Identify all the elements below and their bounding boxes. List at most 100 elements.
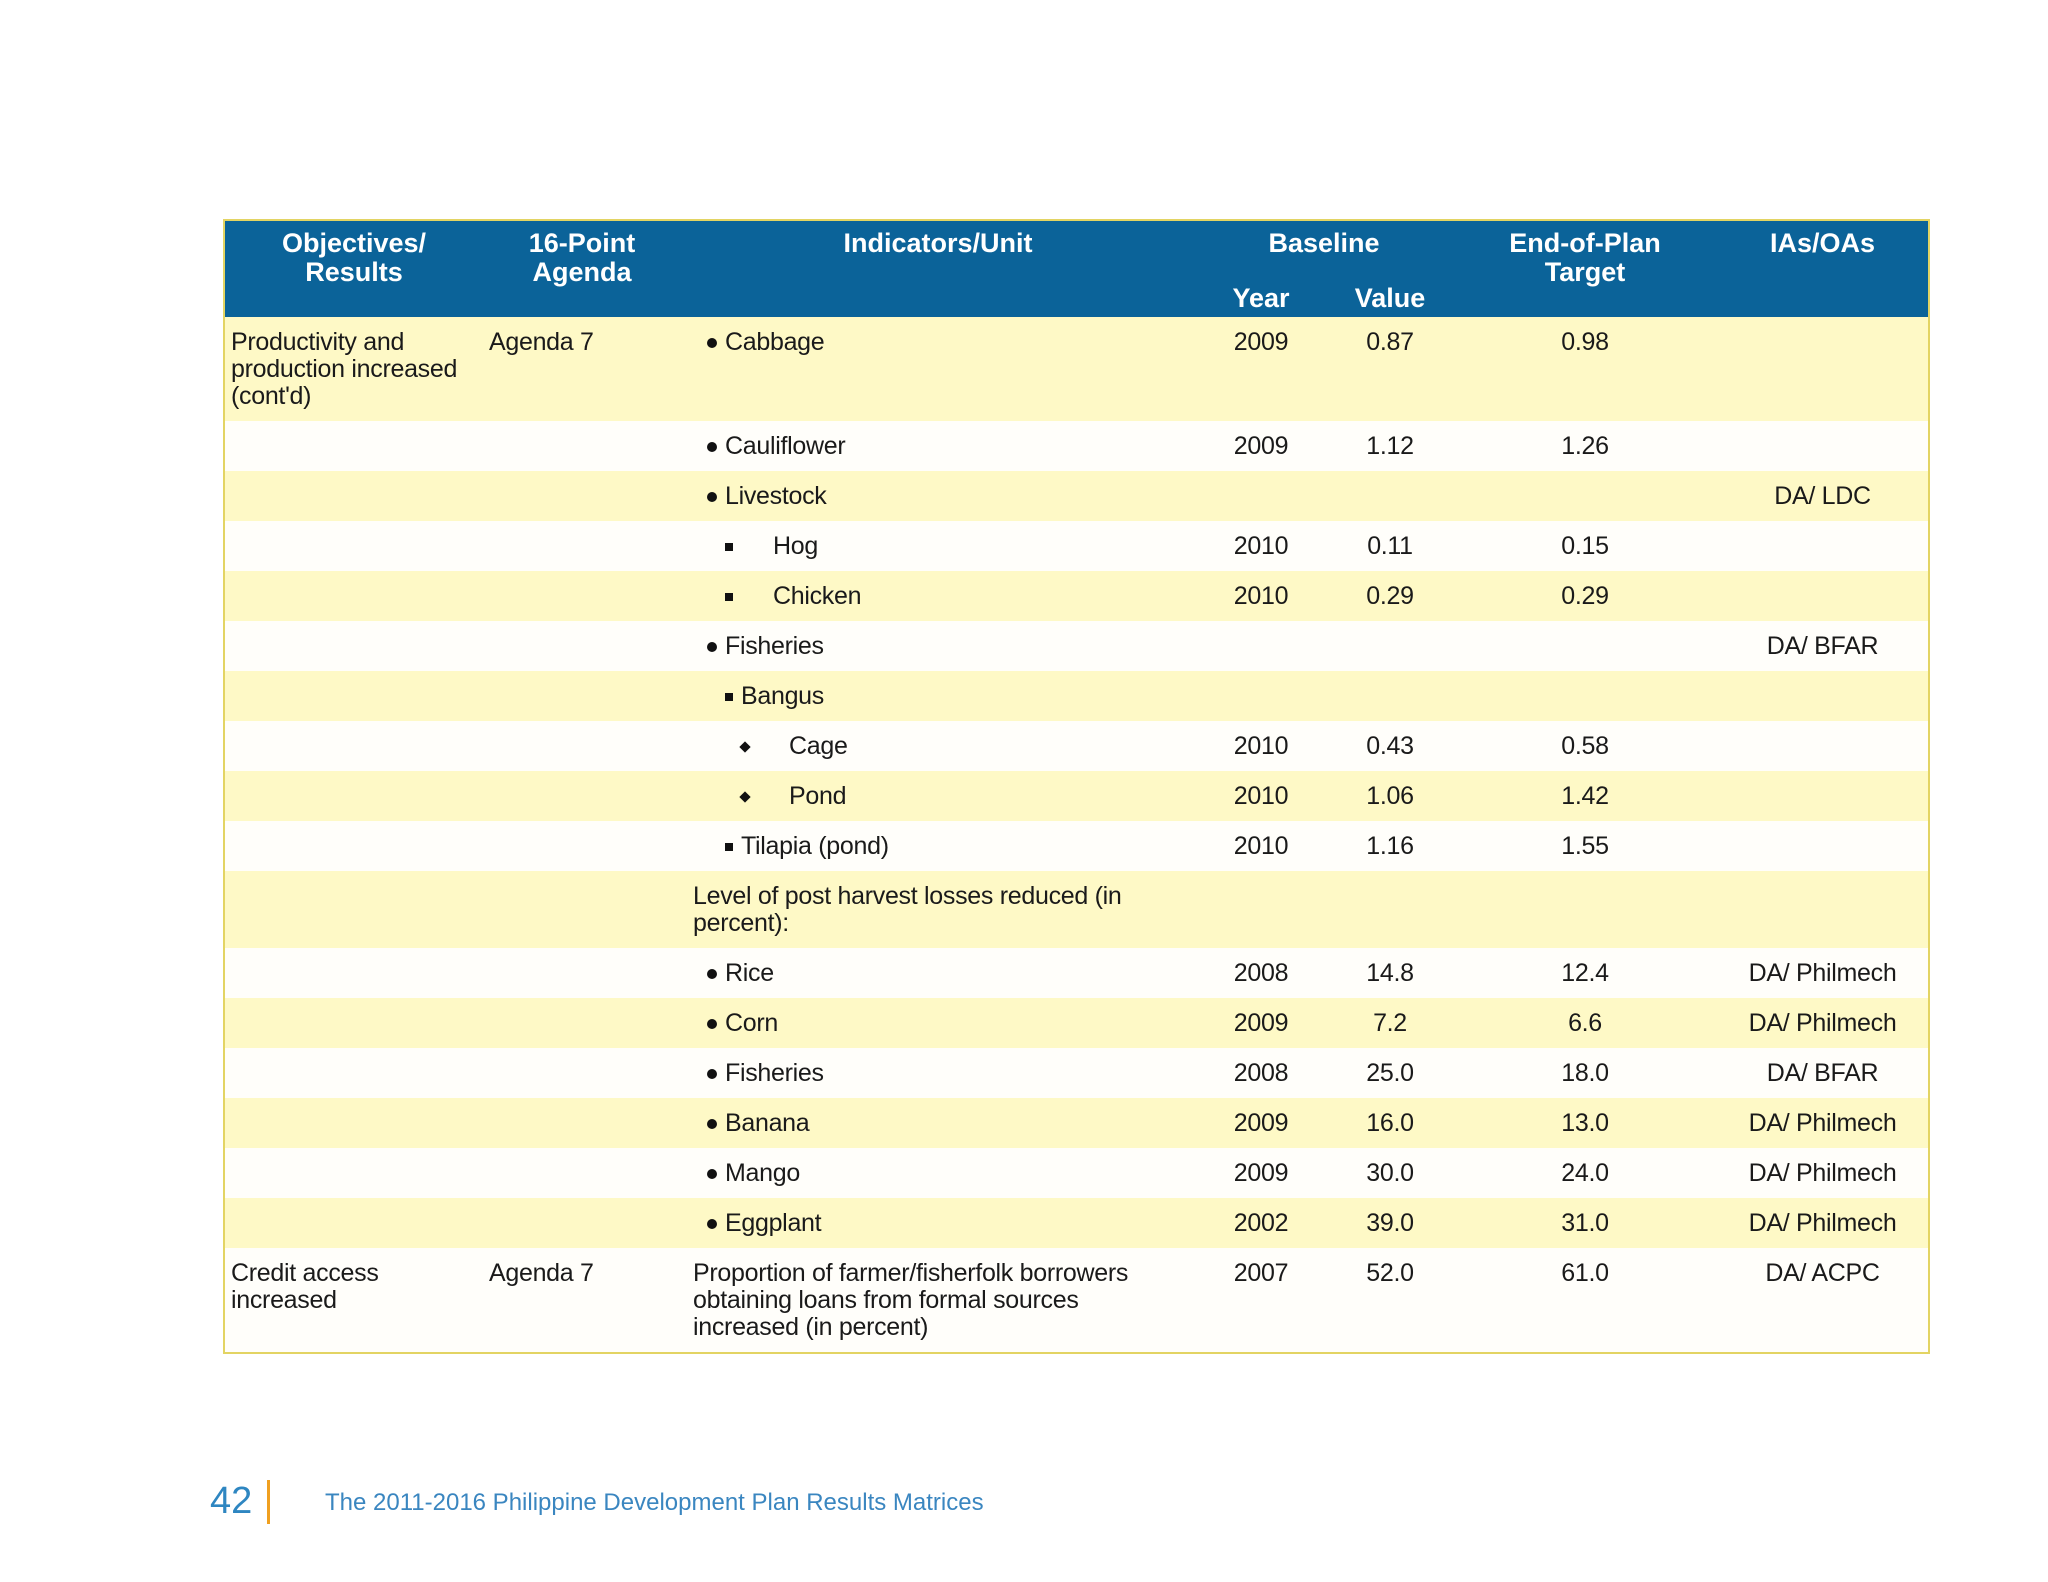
baseline-value-cell	[1327, 621, 1453, 671]
agenda-cell	[483, 871, 681, 948]
agenda-cell	[483, 421, 681, 471]
baseline-value-cell	[1327, 471, 1453, 521]
baseline-value-cell: 1.06	[1327, 771, 1453, 821]
target-cell: 31.0	[1453, 1198, 1717, 1248]
baseline-year-cell: 2002	[1195, 1198, 1327, 1248]
objective-cell	[224, 771, 483, 821]
table-row: Tilapia (pond) 2010 1.16 1.55	[224, 821, 1929, 871]
indicator-cell: Chicken	[681, 571, 1195, 621]
target-cell	[1453, 871, 1717, 948]
baseline-value-cell: 0.11	[1327, 521, 1453, 571]
footer-title: The 2011-2016 Philippine Development Pla…	[325, 1489, 984, 1516]
indicator-text: Fisheries	[725, 1059, 824, 1087]
implementing-agency-cell	[1717, 317, 1929, 421]
target-cell	[1453, 621, 1717, 671]
indicator-text: Rice	[725, 959, 774, 987]
baseline-value-cell	[1327, 671, 1453, 721]
target-cell: 0.29	[1453, 571, 1717, 621]
indicator-cell: Tilapia (pond)	[681, 821, 1195, 871]
bullet	[707, 1019, 717, 1030]
header-cell: Value	[1327, 282, 1453, 317]
indicator-cell: Eggplant	[681, 1198, 1195, 1248]
baseline-year-cell: 2010	[1195, 571, 1327, 621]
implementing-agency-cell: DA/ LDC	[1717, 471, 1929, 521]
bullet	[739, 791, 751, 804]
agenda-cell	[483, 571, 681, 621]
indicator-text: Corn	[725, 1009, 778, 1037]
baseline-year-cell: 2008	[1195, 1048, 1327, 1098]
objective-cell	[224, 621, 483, 671]
indicator-text: Cabbage	[725, 328, 825, 356]
table-row: Hog 2010 0.11 0.15	[224, 521, 1929, 571]
bullet	[707, 1119, 717, 1130]
baseline-value-cell: 52.0	[1327, 1248, 1453, 1353]
indicator-cell: Fisheries	[681, 621, 1195, 671]
indicator-text: Banana	[725, 1109, 810, 1137]
table-row: Eggplant 2002 39.0 31.0 DA/ Philmech	[224, 1198, 1929, 1248]
implementing-agency-cell: DA/ Philmech	[1717, 1148, 1929, 1198]
target-cell: 1.26	[1453, 421, 1717, 471]
indicator-text: Hog	[773, 532, 818, 560]
baseline-year-cell: 2010	[1195, 821, 1327, 871]
indicator-cell: Cauliflower	[681, 421, 1195, 471]
target-cell	[1453, 671, 1717, 721]
indicator-cell: Livestock	[681, 471, 1195, 521]
indicator-text: Level of post harvest losses reduced (in…	[693, 882, 1122, 937]
agenda-cell	[483, 521, 681, 571]
objective-cell	[224, 1148, 483, 1198]
bullet	[725, 543, 733, 552]
baseline-year-cell: 2010	[1195, 521, 1327, 571]
indicator-cell: Proportion of farmer/fisherfolk borrower…	[681, 1248, 1195, 1353]
header-cell: Objectives/ Results	[224, 220, 483, 317]
target-cell	[1453, 471, 1717, 521]
baseline-value-cell: 14.8	[1327, 948, 1453, 998]
bullet	[725, 843, 733, 852]
indicator-cell: Banana	[681, 1098, 1195, 1148]
target-cell: 0.15	[1453, 521, 1717, 571]
indicator-text: Mango	[725, 1159, 800, 1187]
agenda-cell	[483, 771, 681, 821]
implementing-agency-cell	[1717, 871, 1929, 948]
implementing-agency-cell	[1717, 721, 1929, 771]
implementing-agency-cell: DA/ ACPC	[1717, 1248, 1929, 1353]
indicator-text: Chicken	[773, 582, 862, 610]
bullet	[725, 693, 733, 702]
baseline-year-cell: 2007	[1195, 1248, 1327, 1353]
indicator-cell: Mango	[681, 1148, 1195, 1198]
baseline-year-cell	[1195, 671, 1327, 721]
implementing-agency-cell	[1717, 521, 1929, 571]
agenda-cell	[483, 1048, 681, 1098]
header-cell: Year	[1195, 282, 1327, 317]
target-cell: 24.0	[1453, 1148, 1717, 1198]
indicator-text: Cauliflower	[725, 432, 846, 460]
agenda-cell	[483, 821, 681, 871]
baseline-year-cell: 2009	[1195, 317, 1327, 421]
implementing-agency-cell	[1717, 671, 1929, 721]
target-cell: 1.55	[1453, 821, 1717, 871]
bullet	[707, 969, 717, 980]
baseline-value-cell: 1.12	[1327, 421, 1453, 471]
indicator-cell: Cabbage	[681, 317, 1195, 421]
objective-cell: Productivity and production increased (c…	[224, 317, 483, 421]
results-matrix: Objectives/ Results 16-Point Agenda Indi…	[223, 219, 1930, 1354]
baseline-value-cell	[1327, 871, 1453, 948]
baseline-value-cell: 39.0	[1327, 1198, 1453, 1248]
table-row: Level of post harvest losses reduced (in…	[224, 871, 1929, 948]
table-row: Cage 2010 0.43 0.58	[224, 721, 1929, 771]
implementing-agency-cell	[1717, 571, 1929, 621]
implementing-agency-cell: DA/ Philmech	[1717, 1198, 1929, 1248]
table-body: Productivity and production increased (c…	[224, 317, 1929, 1353]
indicator-text: Tilapia (pond)	[741, 832, 889, 860]
table-row: Banana 2009 16.0 13.0 DA/ Philmech	[224, 1098, 1929, 1148]
agenda-cell	[483, 1198, 681, 1248]
bullet	[707, 492, 717, 503]
table-row: Livestock DA/ LDC	[224, 471, 1929, 521]
baseline-value-cell: 16.0	[1327, 1098, 1453, 1148]
indicator-cell: Corn	[681, 998, 1195, 1048]
objective-cell	[224, 1048, 483, 1098]
bullet	[707, 1169, 717, 1180]
objective-cell	[224, 421, 483, 471]
header-cell: Indicators/Unit	[681, 220, 1195, 317]
